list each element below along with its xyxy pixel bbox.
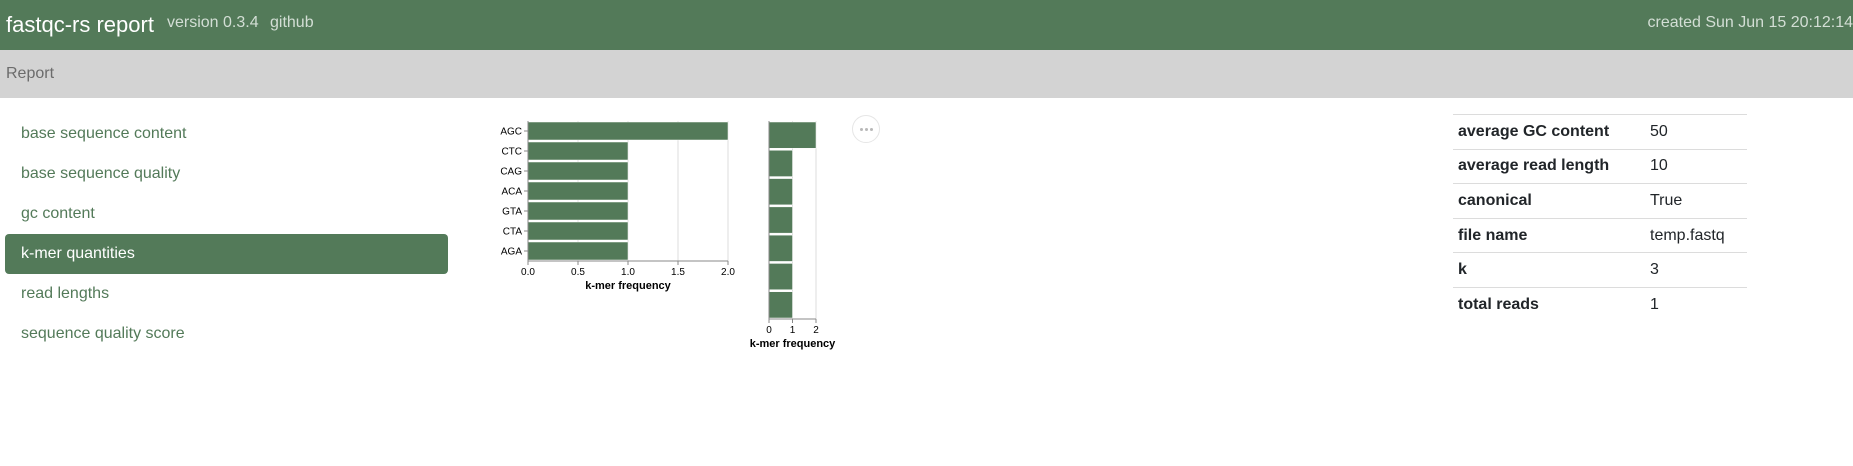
x-tick-label: 1.5 [671,267,685,278]
stats-value: temp.fastq [1645,217,1747,253]
stats-key: total reads [1453,286,1645,323]
stats-row: average GC content 50 [1453,114,1747,150]
kmer-bar [768,206,793,234]
kmer-frequency-chart-svg: 0.0 0.5 1.0 1.5 2.0 AGC CTC CAG ACA GTA CTA AGA k-me… [471,121,735,292]
kmer-bar [527,201,629,221]
kmer-bar [768,234,793,262]
created-timestamp: created Sun Jun 15 20:12:14 [1647,14,1853,31]
kmer-bar [527,181,629,201]
x-tick-label: 0.5 [571,267,585,278]
app-title[interactable]: fastqc-rs report [6,12,154,37]
x-tick-label: 1 [790,325,796,336]
more-horizontal-icon[interactable] [852,115,880,143]
kmer-bar [527,221,629,241]
sidebar-item-gc-content[interactable]: gc content [21,205,95,222]
x-tick-label: 0 [766,325,772,336]
sidebar-item-base-sequence-content[interactable]: base sequence content [21,125,187,142]
x-tick-label: 2 [813,325,819,336]
x-tick-label: 1.0 [621,267,635,278]
kmer-bar [527,141,629,161]
y-tick-label: AGA [501,247,522,258]
y-tick-label: GTA [502,207,522,218]
sidebar-nav: base sequence content base sequence qual… [5,114,448,354]
y-tick-label: CAG [500,167,522,178]
y-axis-title: k-mer [480,175,483,206]
top-navbar: fastqc-rs report version 0.3.4 github cr… [0,0,1853,50]
stats-row: canonical True [1453,183,1747,219]
kmer-frequency-chart: 0.0 0.5 1.0 1.5 2.0 AGC CTC CAG ACA GTA CTA AGA k-me… [471,112,740,307]
y-tick-label: CTA [503,227,523,238]
kmer-bar [768,291,793,319]
github-link[interactable]: github [270,14,314,31]
sidebar-item-k-mer-quantities[interactable]: k-mer quantities [5,234,448,274]
kmer-bar [527,241,629,261]
stats-value: 50 [1645,114,1747,150]
stats-key: canonical [1453,183,1645,219]
stats-value: True [1645,183,1747,219]
version-link[interactable]: version 0.3.4 [167,14,259,31]
stats-key: file name [1453,217,1645,253]
stats-value: 3 [1645,252,1747,288]
summary-stats-table: average GC content 50 average read length 1… [1453,114,1747,323]
stats-row: file name temp.fastq [1453,217,1747,253]
breadcrumb: Report [6,65,55,82]
breadcrumb-bar: Report [0,50,1853,98]
kmer-bar [527,121,729,141]
y-tick-label: ACA [501,187,522,198]
stats-key: average GC content [1453,114,1645,150]
kmer-bar [527,161,629,181]
x-axis-title: k-mer frequency [750,338,836,350]
sidebar-item-base-sequence-quality[interactable]: base sequence quality [21,165,181,182]
x-tick-label: 0.0 [521,267,535,278]
y-tick-label: AGC [500,127,522,138]
stats-value: 10 [1645,148,1747,184]
kmer-bar [768,263,793,290]
stats-value: 1 [1645,286,1747,323]
stats-key: k [1453,252,1645,288]
kmer-bar [768,121,817,149]
stats-row: average read length 10 [1453,148,1747,184]
x-tick-label: 2.0 [721,267,735,278]
stats-key: average read length [1453,148,1645,184]
sidebar-item-sequence-quality-score[interactable]: sequence quality score [21,325,185,342]
sidebar-item-read-lengths[interactable]: read lengths [21,285,110,302]
kmer-bar [768,178,793,206]
kmer-bar [768,150,793,177]
kmer-frequency-chart-compact-svg: 0 1 2 k-mer frequency [750,121,836,350]
stats-row: total reads 1 [1453,286,1747,323]
x-axis-title: k-mer frequency [585,280,671,292]
kmer-frequency-chart-compact: 0 1 2 k-mer frequency [745,112,855,367]
y-tick-label: CTC [501,147,522,158]
